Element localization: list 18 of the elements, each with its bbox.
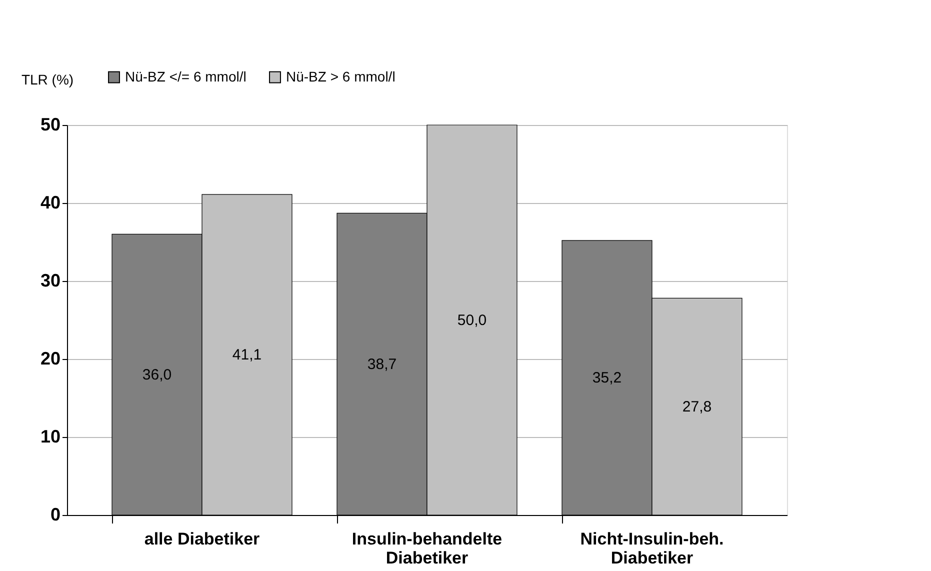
x-tick-label: Insulin-behandelte Diabetiker <box>352 530 502 568</box>
y-tick-label: 30 <box>40 270 60 290</box>
y-tick-label: 0 <box>50 504 60 524</box>
x-tick-label: alle Diabetiker <box>144 530 260 548</box>
y-tick-label: 50 <box>40 114 60 134</box>
x-tick-label: Nicht-Insulin-beh. Diabetiker <box>580 530 724 568</box>
data-label: 41,1 <box>232 346 262 364</box>
data-label: 50,0 <box>457 312 487 329</box>
legend-label: Nü-BZ </= 6 mmol/l <box>125 68 246 84</box>
y-tick-label: 20 <box>40 348 60 368</box>
y-tick-label: 10 <box>40 426 60 446</box>
y-tick-label: 40 <box>40 192 60 212</box>
data-label: 38,7 <box>367 356 397 374</box>
data-label: 35,2 <box>592 370 622 387</box>
data-label: 27,8 <box>682 398 712 416</box>
y-axis-title: TLR (%) <box>21 72 74 88</box>
legend-label: Nü-BZ > 6 mmol/l <box>286 68 396 84</box>
data-label: 36,0 <box>142 366 172 384</box>
